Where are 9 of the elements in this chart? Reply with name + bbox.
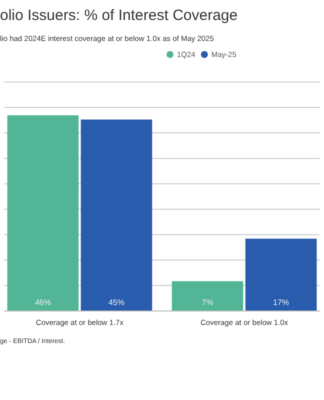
data-label: 46%	[34, 298, 51, 307]
bar	[245, 238, 317, 311]
data-label: 7%	[202, 298, 214, 307]
bar	[80, 120, 152, 311]
bar	[7, 115, 79, 311]
data-label: 45%	[108, 298, 124, 307]
bar	[172, 281, 244, 311]
chart-title: olio Issuers: % of Interest Coverage	[0, 7, 238, 24]
data-label: 17%	[273, 298, 290, 307]
